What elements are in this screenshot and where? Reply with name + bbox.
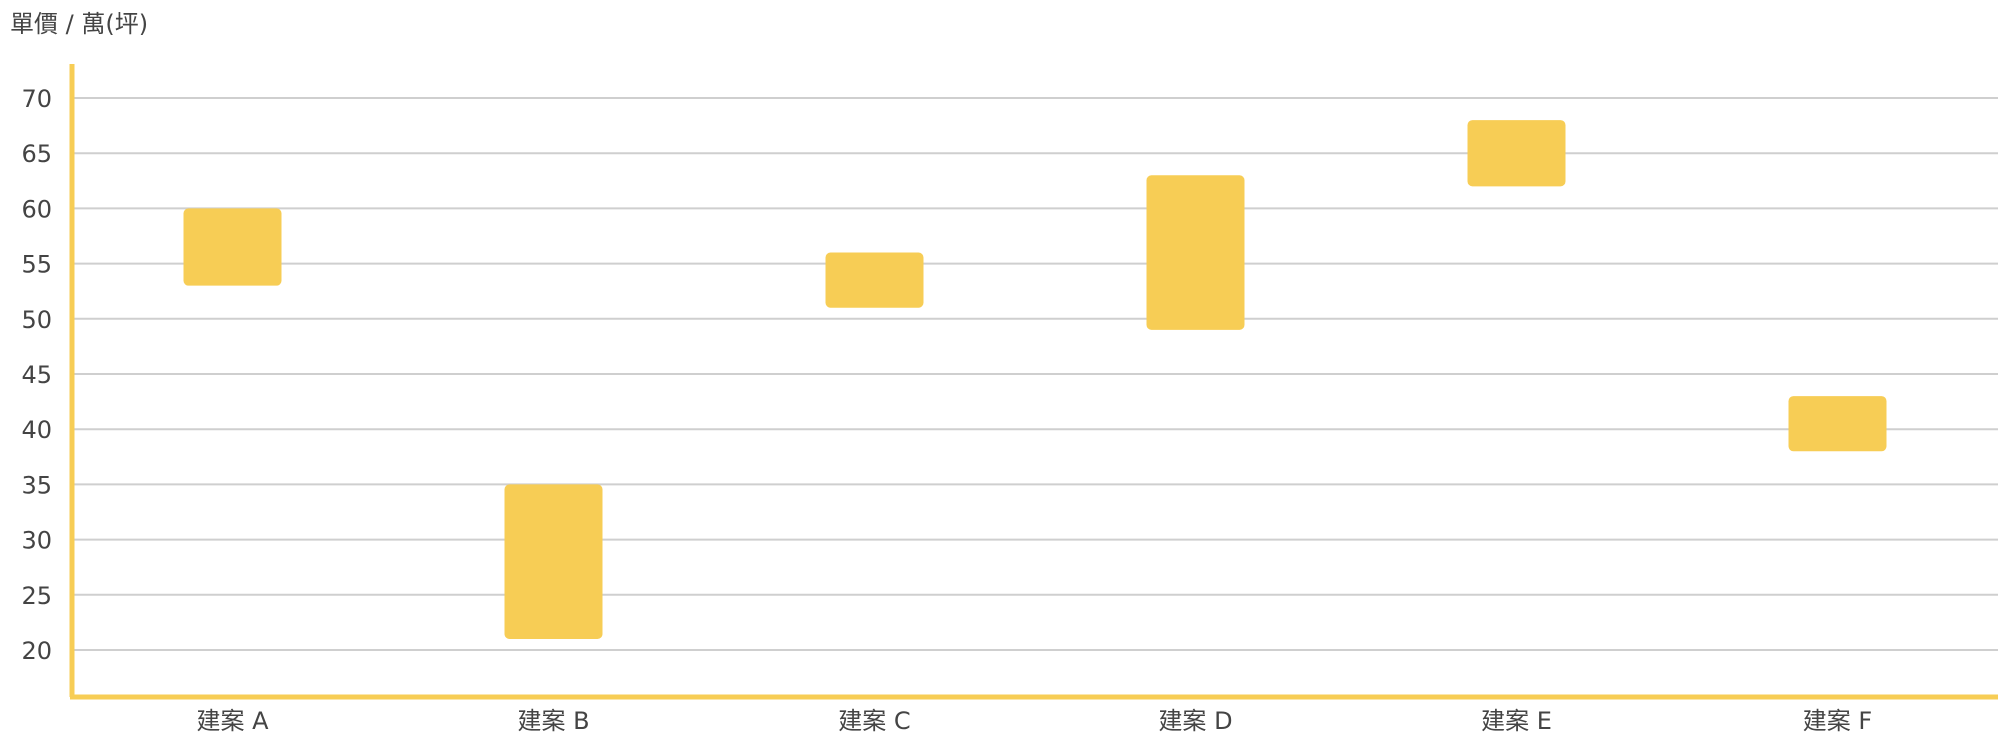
tick-labels: 20 25 30 35 40 45 50 55 60 65 70 建案 A 建案 B 建案 C 建案 D 建案… xyxy=(21,85,1872,735)
x-tick-label: 建案 D xyxy=(1158,707,1232,735)
x-tick-label: 建案 F xyxy=(1803,707,1872,735)
y-tick-label: 65 xyxy=(21,140,52,168)
x-tick-label: 建案 E xyxy=(1481,707,1552,735)
range-bar xyxy=(504,484,603,639)
range-bar xyxy=(825,252,924,308)
range-bars xyxy=(183,120,1887,639)
x-tick-label: 建案 C xyxy=(838,707,910,735)
y-tick-label: 55 xyxy=(21,251,52,279)
y-tick-label: 50 xyxy=(21,306,52,334)
range-bar xyxy=(1788,396,1887,452)
y-tick-label: 30 xyxy=(21,527,52,555)
axes xyxy=(69,64,1998,700)
y-tick-label: 60 xyxy=(21,195,52,223)
y-axis-title: 單價 / 萬(坪) xyxy=(10,10,148,38)
y-tick-label: 40 xyxy=(21,416,52,444)
y-tick-label: 20 xyxy=(21,637,52,665)
grid-lines xyxy=(72,97,1998,651)
range-bar xyxy=(1146,175,1245,330)
range-bar xyxy=(1467,120,1566,187)
x-tick-label: 建案 B xyxy=(517,707,589,735)
x-tick-label: 建案 A xyxy=(196,707,269,735)
range-bar xyxy=(183,208,282,286)
y-tick-label: 45 xyxy=(21,361,52,389)
y-tick-label: 35 xyxy=(21,471,52,499)
y-tick-label: 25 xyxy=(21,582,52,610)
y-tick-label: 70 xyxy=(21,85,52,113)
